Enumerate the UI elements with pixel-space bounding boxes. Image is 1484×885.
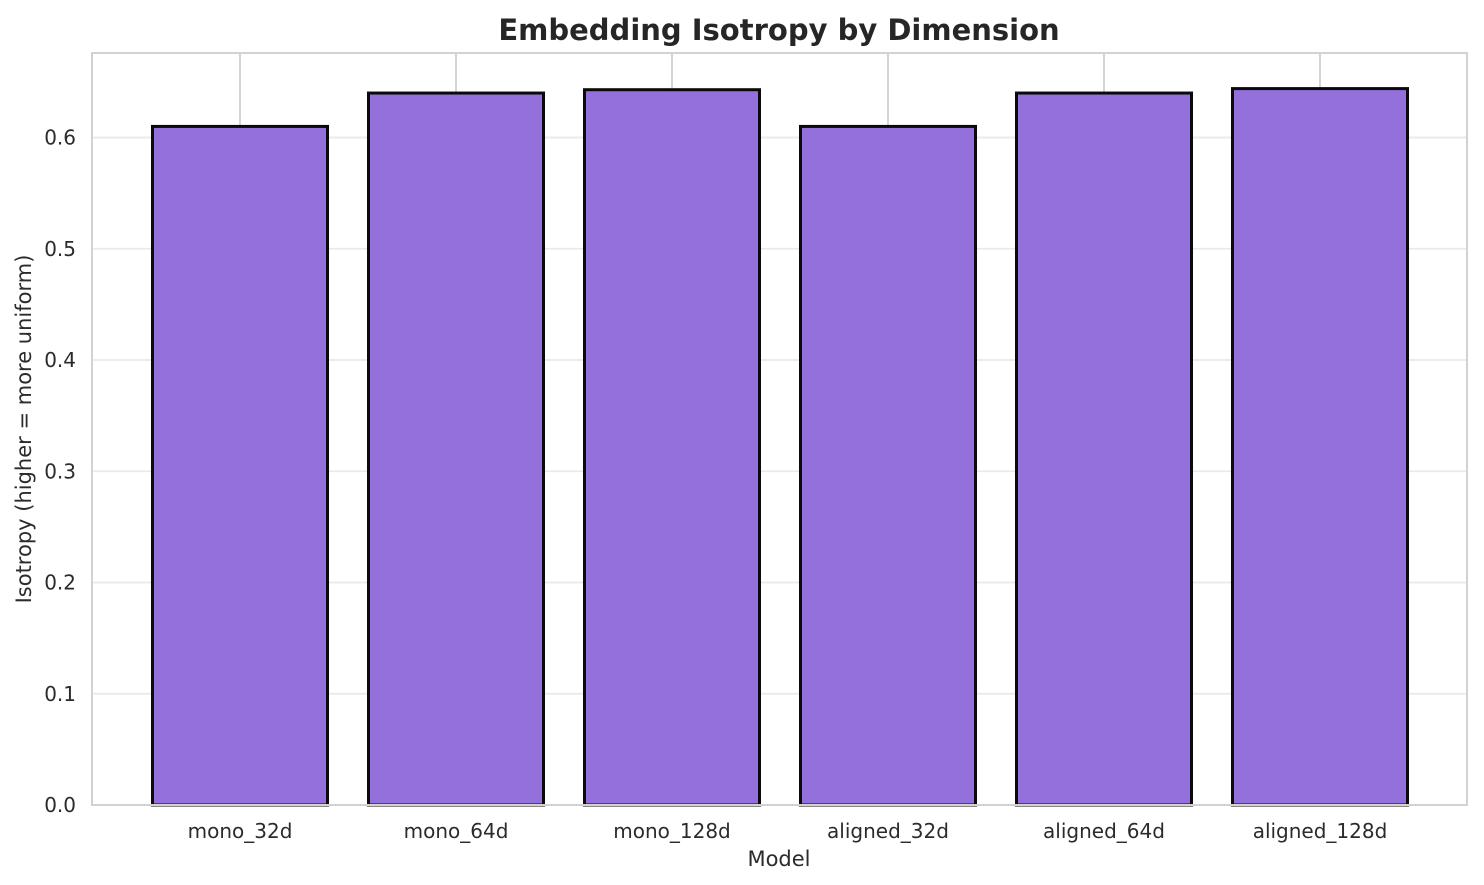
x-tick-label: aligned_128d: [1253, 819, 1388, 843]
y-tick-label: 0.2: [44, 571, 76, 595]
bar-mono_32d: [151, 124, 329, 807]
ticks-layer: 0.0 0.1 0.2 0.3 0.4 0.5 0.6 mono_32d mono_64d mon…: [44, 126, 1387, 843]
y-tick-label: 0.4: [44, 348, 76, 372]
plot-border: [91, 52, 1468, 806]
x-tick-label: mono_128d: [613, 819, 731, 843]
bar-aligned_128d: [1231, 87, 1409, 807]
bar-mono_128d: [583, 88, 761, 807]
y-tick-label: 0.0: [44, 793, 76, 817]
y-tick-label: 0.5: [44, 237, 76, 261]
y-tick-label: 0.6: [44, 126, 76, 150]
y-axis-label: Isotropy (higher = more uniform): [12, 255, 36, 604]
chart-title: Embedding Isotropy by Dimension: [498, 13, 1059, 47]
x-tick-label: mono_32d: [188, 819, 293, 843]
bar-aligned_64d: [1015, 91, 1193, 807]
bars-layer: [151, 87, 1409, 807]
bar-aligned_32d: [799, 124, 977, 807]
y-tick-label: 0.1: [44, 682, 76, 706]
bar-mono_64d: [367, 91, 545, 807]
x-tick-label: aligned_64d: [1043, 819, 1165, 843]
x-tick-label: mono_64d: [404, 819, 509, 843]
y-tick-label: 0.3: [44, 459, 76, 483]
x-tick-label: aligned_32d: [827, 819, 949, 843]
x-axis-label: Model: [747, 847, 810, 871]
